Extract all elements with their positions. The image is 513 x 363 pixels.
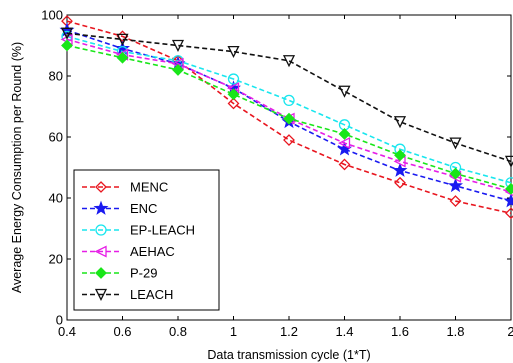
- data-point: [449, 167, 462, 180]
- data-point: [171, 39, 185, 52]
- legend-marker: [94, 245, 107, 258]
- data-point: [449, 137, 462, 150]
- x-tick-label: 1.2: [280, 324, 298, 339]
- legend: MENC ENC EP-LEACH AEHAC P-29 LEACH: [73, 169, 220, 311]
- y-tick-label: 80: [49, 69, 63, 84]
- x-tick-label: 2: [507, 324, 513, 339]
- data-point: [227, 73, 240, 85]
- data-point: [338, 128, 351, 140]
- y-axis-label: Average Energy Consumption per Round (%): [10, 42, 24, 293]
- legend-entry: P-29: [82, 266, 157, 281]
- data-point: [448, 177, 463, 193]
- legend-marker: [95, 181, 107, 193]
- data-point: [394, 176, 406, 189]
- legend-marker: [94, 288, 108, 301]
- legend-entry: MENC: [82, 180, 168, 195]
- data-point: [283, 134, 295, 146]
- data-point: [505, 207, 513, 220]
- x-tick-label: 1.8: [446, 324, 464, 339]
- y-tick-label: 60: [49, 130, 63, 145]
- data-point: [283, 94, 295, 107]
- series-p-29: [61, 39, 513, 195]
- legend-entry: LEACH: [82, 287, 173, 302]
- data-point: [394, 149, 406, 162]
- series-line: [66, 32, 512, 163]
- y-tick-label: 40: [49, 191, 63, 206]
- legend-label: LEACH: [130, 287, 173, 302]
- data-point: [116, 33, 129, 46]
- data-point: [227, 45, 240, 59]
- x-tick-label: 0.8: [169, 324, 187, 339]
- legend-label: EP-LEACH: [130, 223, 195, 238]
- series-line: [66, 20, 512, 215]
- data-point: [60, 27, 74, 40]
- legend-label: MENC: [130, 180, 168, 195]
- series-line: [66, 35, 512, 184]
- x-tick-label: 0.6: [113, 324, 131, 339]
- series-leach: [60, 27, 513, 168]
- data-point: [338, 158, 351, 171]
- series-group: [59, 15, 513, 220]
- data-point: [227, 88, 240, 101]
- x-tick-label: 0.4: [58, 324, 76, 339]
- legend-entry: AEHAC: [82, 244, 175, 259]
- legend-label: ENC: [130, 201, 157, 216]
- legend-entry: ENC: [82, 200, 157, 216]
- legend-box: [73, 169, 220, 311]
- data-point: [503, 193, 513, 208]
- legend-marker: [95, 267, 107, 279]
- data-point: [61, 39, 73, 52]
- data-point: [393, 116, 407, 129]
- data-point: [283, 112, 295, 125]
- data-point: [504, 155, 513, 168]
- data-point: [338, 137, 351, 150]
- legend-marker: [95, 224, 107, 236]
- data-point: [282, 55, 296, 68]
- data-point: [505, 182, 513, 195]
- data-point: [172, 63, 184, 76]
- x-tick-label: 1.6: [391, 324, 409, 339]
- x-tick-label: 1.4: [335, 324, 353, 339]
- legend-entry: EP-LEACH: [82, 223, 195, 238]
- series-line: [66, 38, 512, 193]
- legend-marker: [93, 200, 109, 215]
- x-axis-label: Data transmission cycle (1*T): [207, 348, 370, 362]
- data-point: [449, 195, 462, 207]
- legend-label: P-29: [130, 266, 157, 281]
- data-point: [227, 97, 240, 110]
- y-tick-label: 100: [41, 8, 63, 23]
- x-tick-label: 1: [230, 324, 237, 339]
- legend-label: AEHAC: [130, 244, 175, 259]
- y-tick-label: 20: [49, 252, 63, 267]
- data-point: [116, 51, 129, 64]
- data-point: [338, 85, 351, 98]
- y-tick-label: 0: [56, 313, 63, 328]
- data-point: [392, 162, 408, 177]
